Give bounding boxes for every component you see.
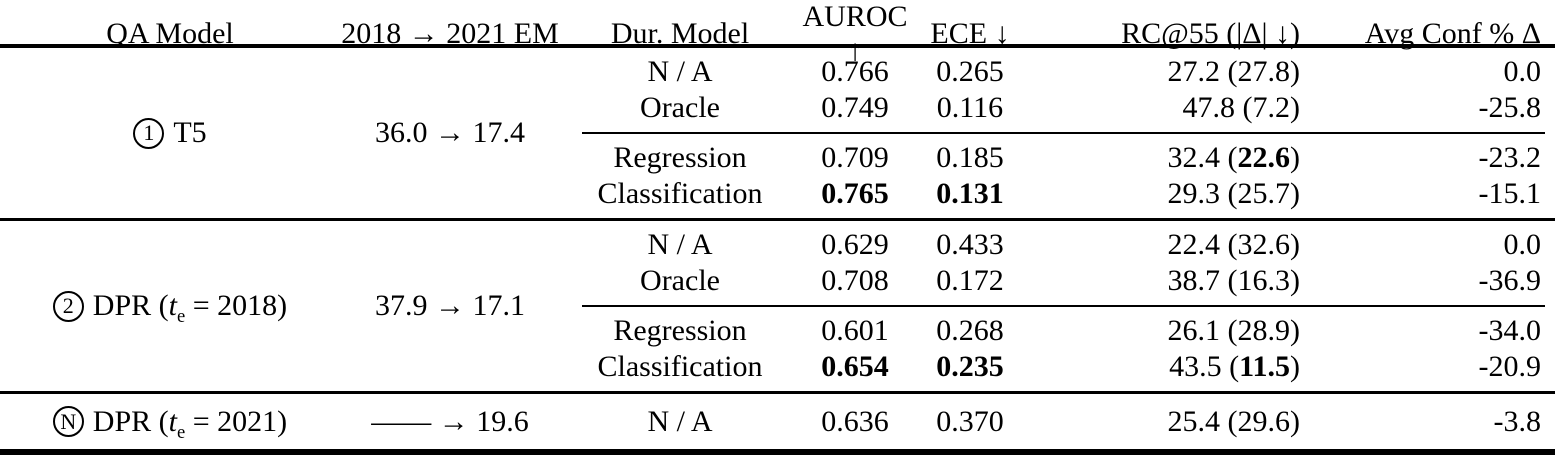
auroc-cell: 0.765 (821, 177, 889, 210)
ece-cell: 0.172 (936, 264, 1004, 297)
rc-cell: 29.3 (25.7) (1167, 177, 1301, 210)
ece-cell: 0.235 (936, 350, 1004, 383)
circled-number-badge: 1 (133, 117, 165, 149)
em-cell: —— → 19.6 (371, 404, 529, 438)
avg-conf-cell: -3.8 (1493, 404, 1542, 438)
rc-cell: 26.1 (28.9) (1167, 314, 1301, 347)
dur-model-cell: Classification (597, 350, 763, 383)
dur-model-cell: Regression (613, 314, 747, 347)
dur-model-cell: N / A (647, 55, 713, 88)
table-row: Classification 0.654 0.235 43.5 (11.5) -… (560, 349, 1555, 385)
avg-conf-cell: -34.0 (1478, 314, 1542, 347)
table-row: Oracle 0.708 0.172 38.7 (16.3) -36.9 (560, 263, 1555, 299)
rc-cell: 27.2 (27.8) (1167, 55, 1301, 88)
avg-conf-cell: -36.9 (1478, 264, 1542, 297)
ece-cell: 0.185 (936, 141, 1004, 174)
table-row: Regression 0.601 0.268 26.1 (28.9) -34.0 (560, 313, 1555, 349)
ece-cell: 0.116 (936, 91, 1004, 124)
model-row-dpr-2021: N DPR (te = 2021) —— → 19.6 N / A 0.636 … (0, 394, 1555, 455)
rc-cell: 43.5 (11.5) (1169, 350, 1300, 383)
auroc-cell: 0.629 (821, 228, 889, 261)
table-row: N / A 0.629 0.433 22.4 (32.6) 0.0 (560, 227, 1555, 263)
table-row: N / A 0.766 0.265 27.2 (27.8) 0.0 (560, 54, 1555, 90)
dur-model-cell: Classification (597, 177, 763, 210)
ece-cell: 0.131 (936, 177, 1004, 210)
em-cell: 37.9 → 17.1 (375, 289, 525, 322)
header-ece: ECE ↓ (930, 17, 1010, 50)
qa-model-cell: 2 DPR (te = 2018) (0, 227, 340, 385)
rc-cell: 25.4 (29.6) (1167, 404, 1301, 438)
auroc-cell: 0.708 (821, 264, 889, 297)
header-avg-conf: Avg Conf % Δ (1364, 17, 1541, 50)
partial-rule (582, 305, 1545, 307)
qa-model-cell: N DPR (te = 2021) (0, 404, 340, 443)
avg-conf-cell: -23.2 (1478, 141, 1542, 174)
auroc-cell: 0.636 (821, 404, 889, 438)
avg-conf-cell: 0.0 (1503, 228, 1542, 261)
dur-model-cell: N / A (647, 228, 713, 261)
ece-cell: 0.265 (936, 55, 1004, 88)
qa-model-name: DPR (te = 2021) (92, 404, 288, 443)
badge-text: N (60, 408, 77, 434)
ece-cell: 0.268 (936, 314, 1004, 347)
avg-conf-cell: -20.9 (1478, 350, 1542, 383)
qa-model-cell: 1 T5 (0, 54, 340, 212)
metric-rows: N / A 0.629 0.433 22.4 (32.6) 0.0 Oracle… (560, 227, 1555, 385)
model-block-t5: 1 T5 36.0 → 17.4 N / A 0.766 0.265 27.2 … (0, 48, 1555, 221)
auroc-cell: 0.601 (821, 314, 889, 347)
header-auroc: AUROC ↑ (802, 0, 908, 67)
avg-conf-cell: 0.0 (1503, 55, 1542, 88)
model-block-dpr-2018: 2 DPR (te = 2018) 37.9 → 17.1 N / A 0.62… (0, 221, 1555, 394)
rc-cell: 47.8 (7.2) (1182, 91, 1301, 124)
auroc-cell: 0.766 (821, 55, 889, 88)
dur-model-cell: Regression (613, 141, 747, 174)
badge-text: 2 (62, 293, 74, 318)
header-dur-model: Dur. Model (610, 17, 750, 50)
table-row: Classification 0.765 0.131 29.3 (25.7) -… (560, 176, 1555, 212)
dur-model-cell: Oracle (640, 91, 720, 124)
header-qa-model: QA Model (106, 17, 234, 50)
metric-rows: N / A 0.766 0.265 27.2 (27.8) 0.0 Oracle… (560, 54, 1555, 212)
qa-model-name: DPR (te = 2018) (92, 289, 288, 327)
qa-model-name: T5 (173, 116, 207, 149)
circled-number-badge: 2 (52, 290, 84, 322)
auroc-cell: 0.749 (821, 91, 889, 124)
em-cell: 36.0 → 17.4 (375, 116, 525, 149)
table-row: Regression 0.709 0.185 32.4 (22.6) -23.2 (560, 140, 1555, 176)
dur-model-cell: N / A (647, 404, 713, 438)
table-row: Oracle 0.749 0.116 47.8 (7.2) -25.8 (560, 90, 1555, 126)
badge-text: 1 (143, 120, 155, 145)
avg-conf-cell: -15.1 (1478, 177, 1542, 210)
rc-cell: 22.4 (32.6) (1167, 228, 1301, 261)
dur-model-cell: Oracle (640, 264, 720, 297)
ece-cell: 0.433 (936, 228, 1004, 261)
auroc-cell: 0.654 (821, 350, 889, 383)
circled-letter-badge: N (52, 406, 84, 437)
avg-conf-cell: -25.8 (1478, 91, 1542, 124)
partial-rule (582, 132, 1545, 134)
table-header-row: QA Model 2018 → 2021 EM Dur. Model AUROC… (0, 0, 1555, 67)
header-rc: RC@55 (|Δ| ↓) (1121, 17, 1300, 50)
auroc-cell: 0.709 (821, 141, 889, 174)
rc-cell: 38.7 (16.3) (1167, 264, 1301, 297)
header-em: 2018 → 2021 EM (341, 17, 559, 50)
rc-cell: 32.4 (22.6) (1167, 141, 1301, 174)
ece-cell: 0.370 (936, 404, 1004, 438)
